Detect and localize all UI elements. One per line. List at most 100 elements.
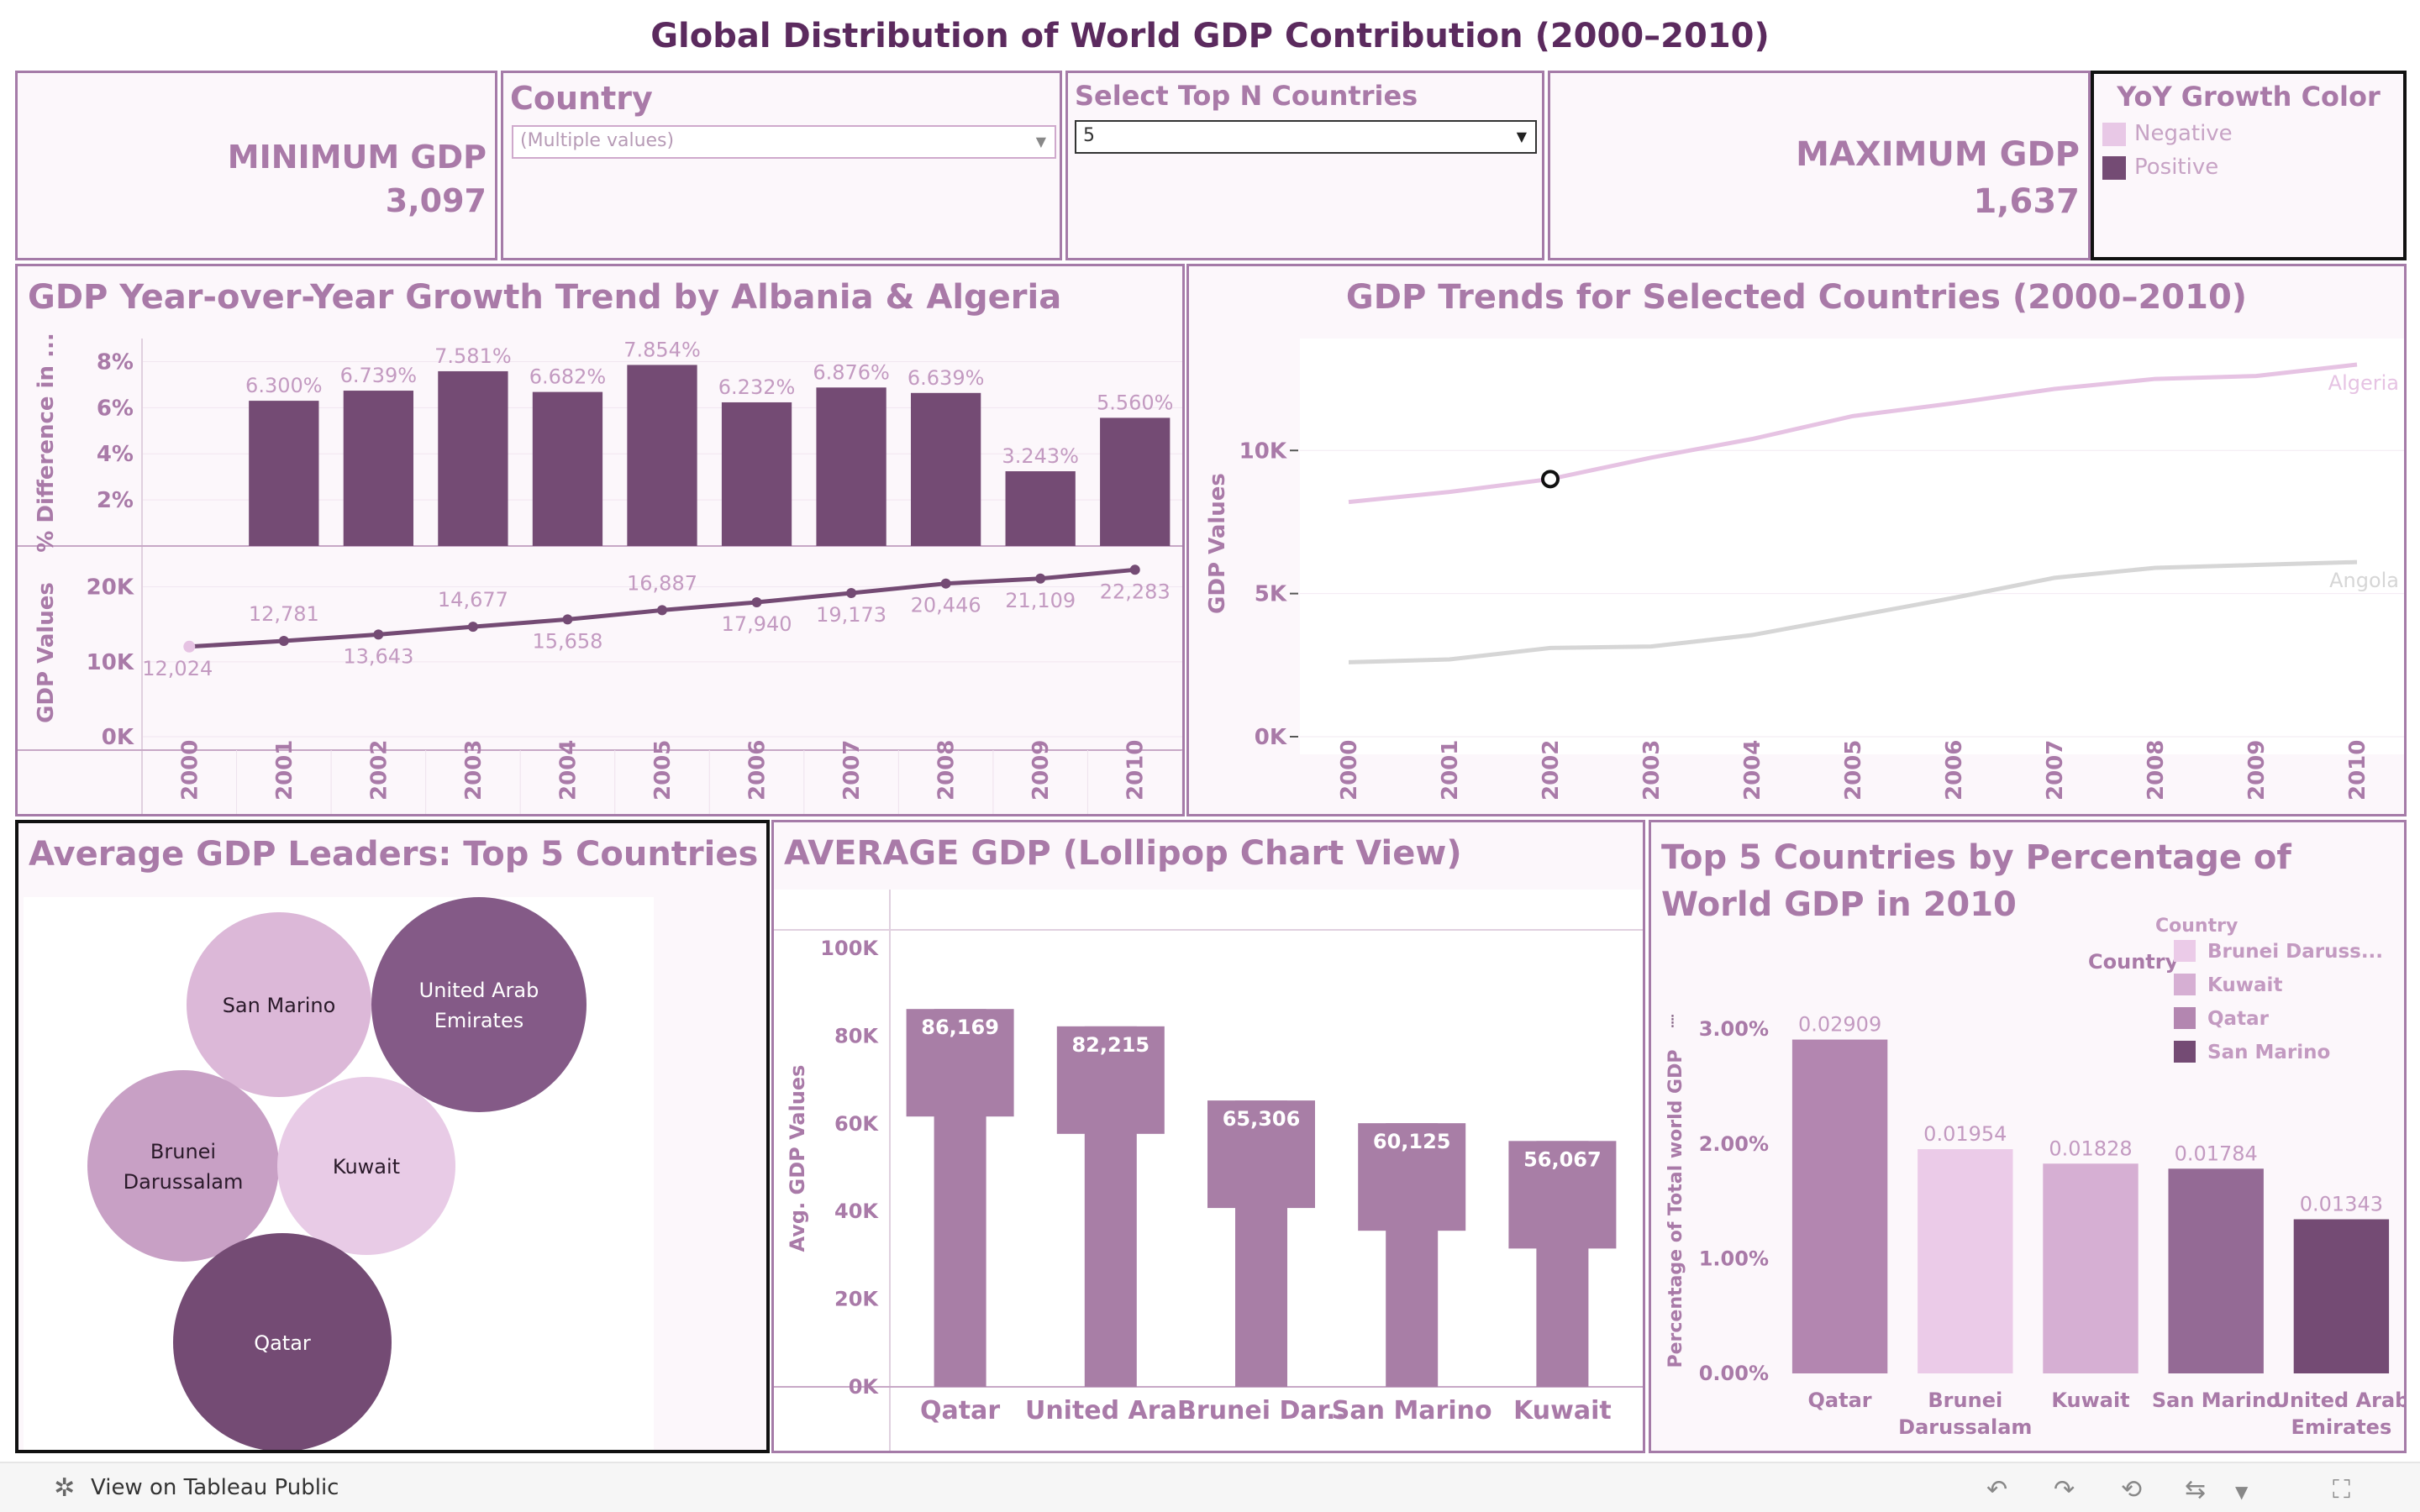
yoy-x-tick: 2009 <box>1028 740 1054 801</box>
yoy-gdp-label: 21,109 <box>1005 589 1076 612</box>
pct-bar[interactable] <box>1791 1039 1888 1373</box>
pct-x-tick: United Arab Emirates <box>2273 1389 2404 1439</box>
bubble-panel: Average GDP Leaders: Top 5 Countries San… <box>15 820 770 1453</box>
yoy-bar[interactable] <box>721 402 792 546</box>
bubble[interactable] <box>371 897 587 1112</box>
yoy-legend-swatch-positive <box>2102 155 2126 180</box>
pct-legend-swatch[interactable] <box>2174 1007 2196 1029</box>
yoy-bar[interactable] <box>627 365 697 546</box>
bubble[interactable] <box>87 1070 279 1262</box>
lollipop-head[interactable] <box>1508 1141 1617 1249</box>
trend-series-line[interactable] <box>1348 362 2358 505</box>
pct-bar[interactable] <box>2293 1219 2390 1373</box>
pct-world-title: Top 5 Countries by Percentage of World G… <box>1661 838 2291 924</box>
revert-icon[interactable]: ⟲ <box>2121 1475 2143 1504</box>
yoy-bar[interactable] <box>1100 417 1171 546</box>
yoy-bar-label: 6.876% <box>813 360 890 384</box>
lollipop-head[interactable] <box>906 1009 1014 1117</box>
undo-icon[interactable]: ↶ <box>1986 1475 2008 1504</box>
yoy-gdp-point[interactable] <box>1129 564 1140 575</box>
yoy-gdp-point[interactable] <box>751 597 762 608</box>
pct-x-tick: Kuwait <box>2051 1389 2129 1412</box>
bubble-label: Brunei Darussalam <box>124 1140 244 1194</box>
country-filter-dropdown[interactable]: (Multiple values) ▼ <box>512 125 1056 159</box>
lollipop-x-tick: Qatar <box>920 1396 1000 1425</box>
yoy-gdp-label: 12,781 <box>249 602 319 626</box>
yoy-gdp-label: 15,658 <box>532 629 602 653</box>
pct-x-tick: Qatar <box>1808 1389 1872 1412</box>
yoy-bar[interactable] <box>1005 470 1076 546</box>
yoy-bar-label: 6.739% <box>340 364 418 387</box>
yoy-gdp-point[interactable] <box>278 636 289 647</box>
yoy-bar[interactable] <box>438 370 508 546</box>
country-filter-title: Country <box>510 80 653 117</box>
yoy-gdp-point[interactable] <box>373 629 384 640</box>
trend-x-tick: 2005 <box>1841 740 1866 801</box>
lollipop-ylabel: Avg. GDP Values <box>786 1065 809 1252</box>
yoy-x-tick: 2000 <box>177 740 203 801</box>
footer-toolbar: ✲ View on Tableau Public ↶ ↷ ⟲ ⇆ ▼ ⛶ <box>0 1462 2420 1512</box>
pct-bar[interactable] <box>2168 1168 2264 1373</box>
pct-legend-swatch[interactable] <box>2174 1041 2196 1063</box>
trend-highlight-marker[interactable] <box>1541 470 1560 489</box>
yoy-bar[interactable] <box>532 391 603 546</box>
yoy-gdp-point[interactable] <box>940 578 951 589</box>
yoy-x-tick: 2002 <box>366 740 392 801</box>
yoy-bar[interactable] <box>343 391 414 546</box>
bubble-label: Kuwait <box>333 1155 400 1179</box>
view-on-tableau-link[interactable]: View on Tableau Public <box>91 1475 339 1500</box>
topn-filter-dropdown[interactable]: 5 ▼ <box>1075 120 1537 154</box>
lollipop-ytick: 60K <box>834 1112 879 1136</box>
lollipop-x-tick: Kuwait <box>1513 1396 1612 1425</box>
yoy-gdp-label: 13,643 <box>343 644 413 668</box>
dashboard-title: Global Distribution of World GDP Contrib… <box>650 17 1770 55</box>
trend-series-label: Angola <box>2329 569 2399 592</box>
yoy-x-tick: 2005 <box>650 740 676 801</box>
pct-legend-label[interactable]: Brunei Daruss... <box>2207 941 2383 963</box>
yoy-bar-ytick: 4% <box>97 442 134 467</box>
trend-x-tick: 2000 <box>1337 740 1362 801</box>
pct-legend-label[interactable]: Kuwait <box>2207 974 2282 996</box>
pct-legend-swatch[interactable] <box>2174 940 2196 962</box>
yoy-gdp-point[interactable] <box>846 588 857 599</box>
redo-icon[interactable]: ↷ <box>2054 1475 2075 1504</box>
bubble[interactable] <box>187 912 371 1097</box>
trend-x-tick: 2003 <box>1639 740 1665 801</box>
share-icon[interactable]: ⇆ <box>2185 1475 2207 1504</box>
yoy-legend-item-negative[interactable]: Negative <box>2102 121 2233 146</box>
yoy-bar[interactable] <box>249 401 319 546</box>
yoy-bar[interactable] <box>910 392 981 546</box>
yoy-gdp-point[interactable] <box>467 622 478 633</box>
pct-bar[interactable] <box>1918 1149 2013 1373</box>
pct-world-chart: Percentage of Total world GDP Country ⁞ … <box>1665 916 2404 1439</box>
yoy-bar-ytick: 8% <box>97 349 134 375</box>
lollipop-head[interactable] <box>1207 1100 1315 1209</box>
yoy-gdp-point[interactable] <box>1035 573 1046 584</box>
yoy-gdp-point[interactable] <box>183 640 196 653</box>
yoy-growth-title: GDP Year-over-Year Growth Trend by Alban… <box>28 278 1062 317</box>
bubble[interactable] <box>277 1077 455 1255</box>
yoy-x-tick: 2008 <box>934 740 960 801</box>
pct-bar[interactable] <box>2043 1163 2139 1373</box>
bubble-title: Average GDP Leaders: Top 5 Countries <box>29 835 759 874</box>
lollipop-head[interactable] <box>1056 1026 1165 1134</box>
pct-legend-label[interactable]: San Marino <box>2207 1042 2330 1063</box>
yoy-bar-label: 5.560% <box>1097 391 1174 414</box>
yoy-legend-item-positive[interactable]: Positive <box>2102 155 2218 180</box>
yoy-gdp-point[interactable] <box>562 614 573 625</box>
yoy-bar-label: 3.243% <box>1002 444 1079 468</box>
chevron-down-icon[interactable]: ▼ <box>2235 1482 2249 1502</box>
trend-x-tick: 2001 <box>1438 740 1463 801</box>
yoy-bar[interactable] <box>816 387 886 546</box>
bubble[interactable] <box>173 1233 392 1450</box>
pct-axis-icon[interactable]: ⁞ <box>1670 1011 1676 1032</box>
yoy-bar-label: 6.232% <box>718 375 796 399</box>
fullscreen-icon[interactable]: ⛶ <box>2333 1475 2350 1504</box>
lollipop-head[interactable] <box>1358 1123 1466 1231</box>
pct-legend-label[interactable]: Qatar <box>2207 1008 2270 1030</box>
pct-legend-swatch[interactable] <box>2174 974 2196 995</box>
trend-series-line[interactable] <box>1348 559 2358 664</box>
yoy-growth-chart: 2% 4% 6% 8% 0K 10K 20K % Difference in ... GDP… <box>18 333 1182 814</box>
yoy-gdp-point[interactable] <box>657 605 667 616</box>
pct-world-ylabel: Percentage of Total world GDP <box>1665 1050 1686 1368</box>
